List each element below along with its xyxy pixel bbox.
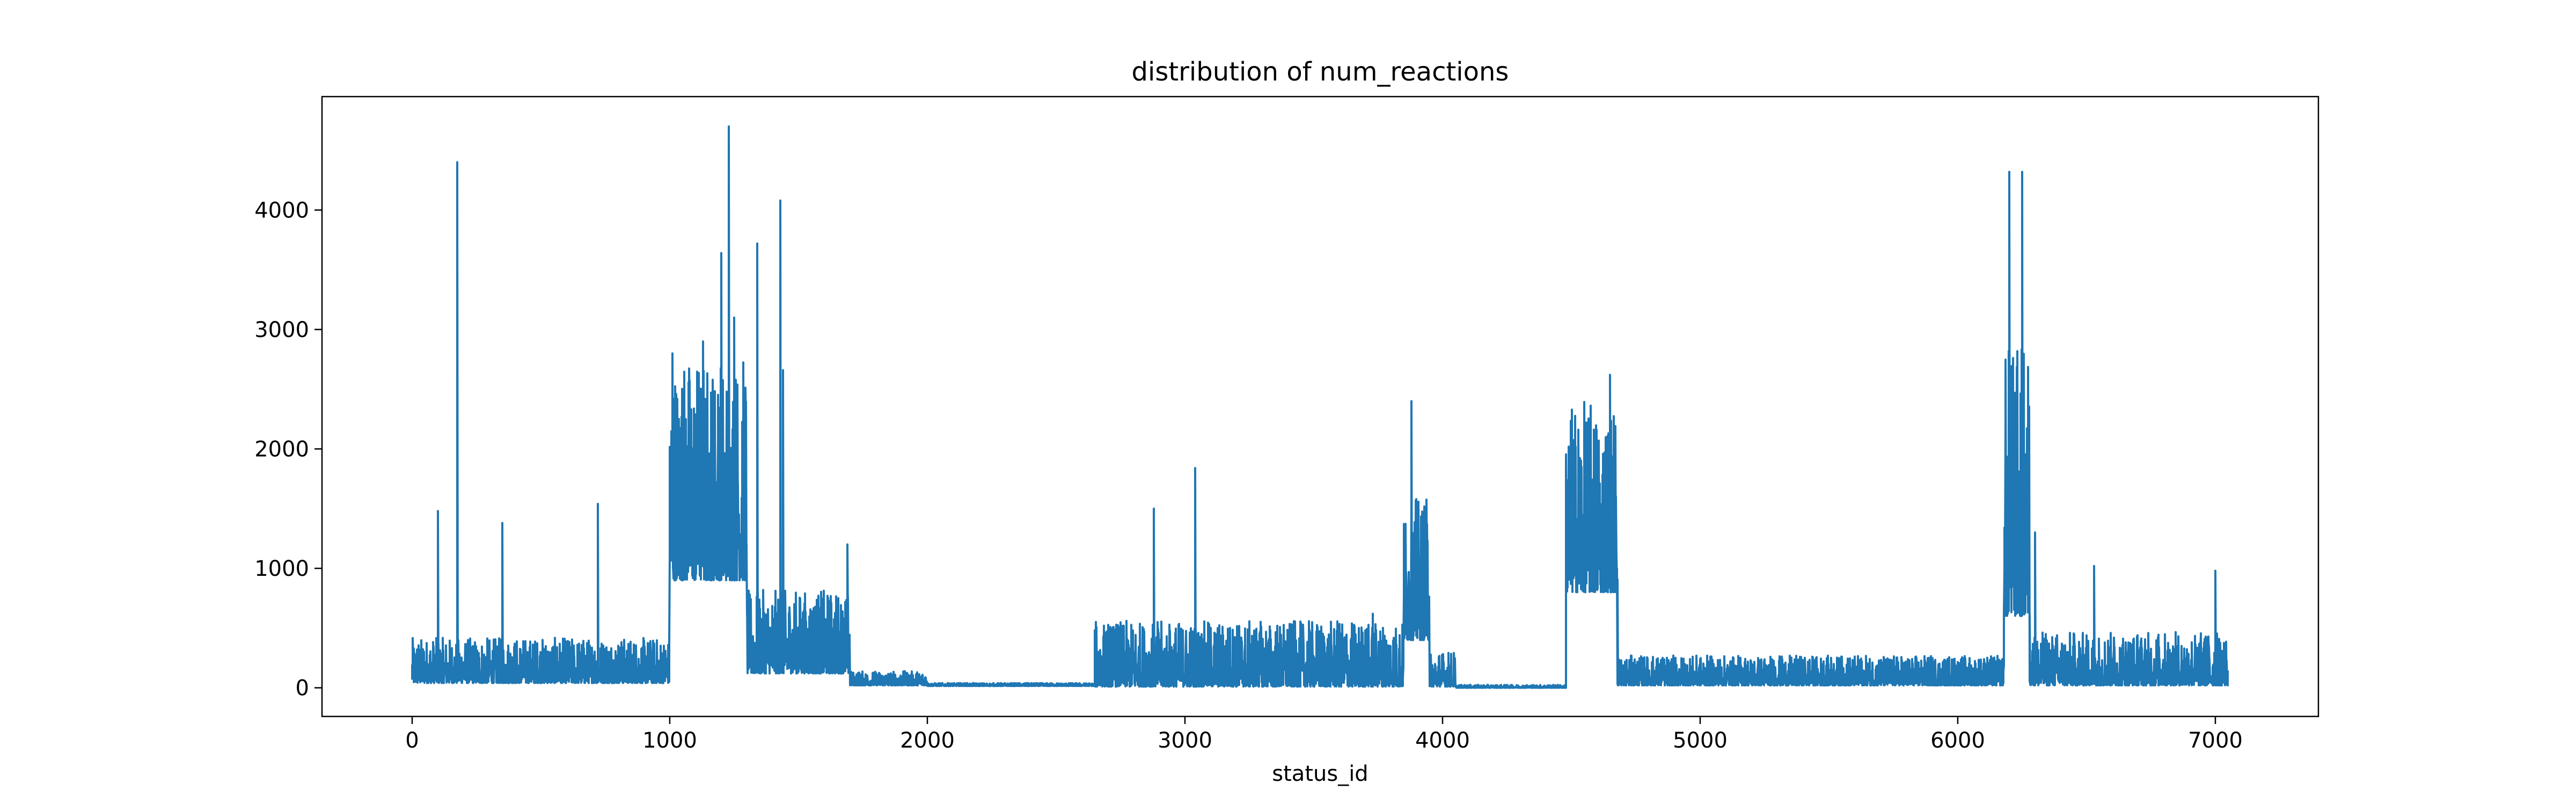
y-tick-label: 2000 (254, 437, 309, 462)
series-layer (411, 125, 2229, 689)
x-tick-label: 5000 (1673, 728, 1728, 753)
plot-frame (321, 96, 2319, 718)
x-axis: 0 1000 2000 3000 4000 5000 6000 7000 (405, 716, 2243, 753)
x-tick-label: 2000 (900, 728, 955, 753)
x-tick-label: 0 (405, 728, 419, 753)
x-tick-label: 7000 (2188, 728, 2243, 753)
x-tick-label: 4000 (1415, 728, 1470, 753)
y-tick-label: 4000 (254, 198, 309, 223)
x-axis-label: status_id (1272, 762, 1368, 786)
y-tick-label: 0 (296, 676, 309, 701)
chart-title: distribution of num_reactions (1132, 57, 1509, 87)
series-line-num_reactions (411, 125, 2229, 689)
x-tick-label: 3000 (1158, 728, 1212, 753)
y-tick-label: 1000 (254, 557, 309, 581)
x-tick-label: 6000 (1930, 728, 1985, 753)
y-tick-label: 3000 (254, 318, 309, 342)
y-axis: 0 1000 2000 3000 4000 (254, 198, 322, 701)
x-tick-label: 1000 (642, 728, 697, 753)
